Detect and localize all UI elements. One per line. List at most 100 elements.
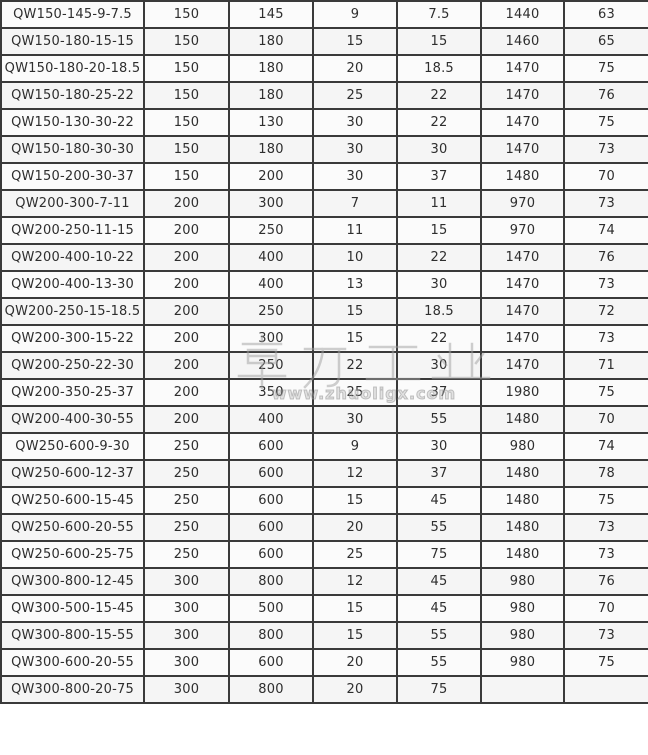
- model-cell: QW150-180-30-30: [0, 135, 145, 164]
- value-cell: 30: [312, 162, 398, 191]
- table-row: QW150-180-20-18.5 150 180 20 18.5 1470 75: [0, 54, 648, 83]
- value-cell: 63: [563, 0, 648, 29]
- table-row: QW250-600-20-55 250 600 20 55 1480 73: [0, 513, 648, 542]
- model-cell: QW150-180-15-15: [0, 27, 145, 56]
- table-row: QW250-600-15-45 250 600 15 45 1480 75: [0, 486, 648, 515]
- value-cell: 1470: [480, 81, 565, 110]
- value-cell: 75: [563, 648, 648, 677]
- value-cell: 300: [228, 189, 314, 218]
- value-cell: 200: [143, 270, 230, 299]
- model-cell: QW150-130-30-22: [0, 108, 145, 137]
- value-cell: 55: [396, 405, 482, 434]
- value-cell: 15: [312, 486, 398, 515]
- value-cell: 76: [563, 567, 648, 596]
- value-cell: 400: [228, 270, 314, 299]
- table-row: QW300-800-12-45 300 800 12 45 980 76: [0, 567, 648, 596]
- value-cell: 75: [396, 675, 482, 704]
- value-cell: 200: [143, 243, 230, 272]
- model-cell: QW150-145-9-7.5: [0, 0, 145, 29]
- table-row: QW150-130-30-22 150 130 30 22 1470 75: [0, 108, 648, 137]
- value-cell: 1480: [480, 540, 565, 569]
- value-cell: 980: [480, 567, 565, 596]
- model-cell: QW200-400-10-22: [0, 243, 145, 272]
- value-cell: 45: [396, 567, 482, 596]
- value-cell: 74: [563, 216, 648, 245]
- value-cell: [563, 675, 648, 704]
- value-cell: 400: [228, 243, 314, 272]
- value-cell: 55: [396, 621, 482, 650]
- value-cell: 1470: [480, 297, 565, 326]
- value-cell: 76: [563, 243, 648, 272]
- value-cell: 150: [143, 54, 230, 83]
- model-cell: QW150-180-25-22: [0, 81, 145, 110]
- value-cell: 150: [143, 162, 230, 191]
- value-cell: 180: [228, 135, 314, 164]
- value-cell: 1440: [480, 0, 565, 29]
- table-row: QW200-300-15-22 200 300 15 22 1470 73: [0, 324, 648, 353]
- model-cell: QW200-250-15-18.5: [0, 297, 145, 326]
- value-cell: 30: [312, 108, 398, 137]
- value-cell: 980: [480, 621, 565, 650]
- table-row: QW200-400-30-55 200 400 30 55 1480 70: [0, 405, 648, 434]
- value-cell: 1470: [480, 108, 565, 137]
- value-cell: 22: [396, 81, 482, 110]
- model-cell: QW250-600-20-55: [0, 513, 145, 542]
- value-cell: 30: [312, 135, 398, 164]
- value-cell: [480, 675, 565, 704]
- value-cell: 75: [563, 486, 648, 515]
- value-cell: 30: [396, 135, 482, 164]
- value-cell: 22: [396, 108, 482, 137]
- pump-spec-table-body: QW150-145-9-7.5 150 145 9 7.5 1440 63 QW150-180…: [0, 0, 648, 704]
- value-cell: 250: [143, 513, 230, 542]
- table-row: QW150-180-15-15 150 180 15 15 1460 65: [0, 27, 648, 56]
- model-cell: QW150-200-30-37: [0, 162, 145, 191]
- value-cell: 75: [563, 108, 648, 137]
- value-cell: 200: [228, 162, 314, 191]
- model-cell: QW200-250-11-15: [0, 216, 145, 245]
- value-cell: 22: [396, 324, 482, 353]
- value-cell: 12: [312, 459, 398, 488]
- value-cell: 37: [396, 378, 482, 407]
- value-cell: 71: [563, 351, 648, 380]
- value-cell: 300: [143, 621, 230, 650]
- value-cell: 55: [396, 648, 482, 677]
- table-row: QW200-350-25-37 200 350 25 37 1980 75: [0, 378, 648, 407]
- model-cell: QW250-600-12-37: [0, 459, 145, 488]
- value-cell: 15: [312, 324, 398, 353]
- value-cell: 250: [143, 486, 230, 515]
- value-cell: 1470: [480, 54, 565, 83]
- value-cell: 1470: [480, 270, 565, 299]
- value-cell: 7: [312, 189, 398, 218]
- value-cell: 30: [312, 405, 398, 434]
- value-cell: 150: [143, 0, 230, 29]
- value-cell: 30: [396, 270, 482, 299]
- value-cell: 20: [312, 648, 398, 677]
- value-cell: 600: [228, 540, 314, 569]
- model-cell: QW200-350-25-37: [0, 378, 145, 407]
- value-cell: 20: [312, 54, 398, 83]
- value-cell: 65: [563, 27, 648, 56]
- value-cell: 150: [143, 81, 230, 110]
- value-cell: 75: [563, 378, 648, 407]
- value-cell: 73: [563, 324, 648, 353]
- model-cell: QW250-600-25-75: [0, 540, 145, 569]
- pump-spec-table: QW150-145-9-7.5 150 145 9 7.5 1440 63 QW150-180…: [0, 0, 648, 704]
- value-cell: 7.5: [396, 0, 482, 29]
- value-cell: 18.5: [396, 297, 482, 326]
- table-row: QW300-600-20-55 300 600 20 55 980 75: [0, 648, 648, 677]
- value-cell: 15: [312, 27, 398, 56]
- value-cell: 11: [312, 216, 398, 245]
- value-cell: 1480: [480, 162, 565, 191]
- table-row: QW200-250-15-18.5 200 250 15 18.5 1470 72: [0, 297, 648, 326]
- value-cell: 75: [396, 540, 482, 569]
- value-cell: 73: [563, 621, 648, 650]
- value-cell: 55: [396, 513, 482, 542]
- model-cell: QW300-800-20-75: [0, 675, 145, 704]
- model-cell: QW300-800-15-55: [0, 621, 145, 650]
- value-cell: 73: [563, 189, 648, 218]
- model-cell: QW300-600-20-55: [0, 648, 145, 677]
- value-cell: 1480: [480, 486, 565, 515]
- value-cell: 250: [143, 540, 230, 569]
- value-cell: 1470: [480, 324, 565, 353]
- table-row: QW200-250-22-30 200 250 22 30 1470 71: [0, 351, 648, 380]
